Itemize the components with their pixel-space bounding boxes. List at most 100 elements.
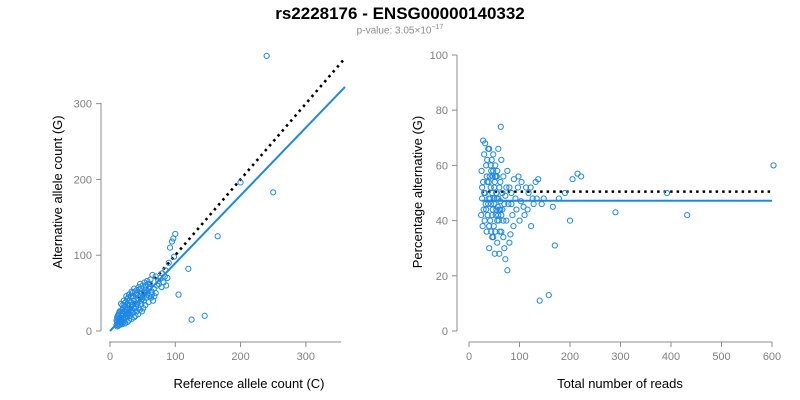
left-data-point xyxy=(148,291,155,298)
right-data-point xyxy=(485,200,492,208)
right-data-point xyxy=(492,228,499,235)
right-data-point xyxy=(538,200,545,208)
right-data-point xyxy=(574,170,581,177)
right-data-point xyxy=(507,231,514,238)
right-data-point xyxy=(487,184,494,191)
left-data-point xyxy=(165,259,172,266)
left-scatter-panel: 0 100 200 300 0 100 200 300 Reference allele co… xyxy=(50,52,346,391)
right-x-tick-label: 100 xyxy=(510,351,528,363)
right-data-point xyxy=(520,203,527,210)
left-x-tick-label: 200 xyxy=(231,351,249,363)
right-data-point xyxy=(501,200,508,208)
right-data-point xyxy=(493,206,500,213)
right-data-point xyxy=(488,228,495,235)
left-data-point xyxy=(168,238,176,245)
left-y-axis-label: Alternative allele count (G) xyxy=(50,115,65,268)
right-data-point xyxy=(509,211,516,219)
right-data-point xyxy=(483,173,490,180)
right-data-point xyxy=(496,250,503,257)
right-x-tick-label: 500 xyxy=(712,351,730,363)
right-data-point xyxy=(503,184,510,191)
left-x-axis-label: Reference allele count (C) xyxy=(173,376,324,391)
right-data-point xyxy=(515,173,522,180)
right-points xyxy=(478,123,777,304)
right-data-point xyxy=(532,178,539,186)
right-data-point xyxy=(578,173,585,180)
left-data-point xyxy=(113,317,120,324)
p-value-subtitle: p-value: 3.05×10−17 xyxy=(0,24,800,36)
right-data-point xyxy=(510,223,517,230)
left-points xyxy=(113,52,277,330)
right-data-point xyxy=(498,211,505,219)
right-data-point xyxy=(493,195,500,202)
left-data-point xyxy=(135,305,142,312)
right-data-point xyxy=(551,242,558,249)
left-data-point xyxy=(263,52,270,59)
right-data-point xyxy=(561,189,569,197)
right-data-point xyxy=(536,297,543,304)
right-y-tick-label: 20 xyxy=(436,271,448,283)
right-data-point xyxy=(527,184,534,191)
right-data-point xyxy=(484,211,491,219)
right-data-point xyxy=(484,156,491,163)
right-data-point xyxy=(506,184,513,191)
right-data-point xyxy=(514,184,522,191)
right-data-point xyxy=(490,151,497,158)
left-data-point xyxy=(116,308,123,315)
right-data-point xyxy=(487,217,494,224)
right-x-tick-label: 600 xyxy=(763,351,781,363)
right-data-point xyxy=(663,189,671,197)
left-x-tick-label: 300 xyxy=(297,351,315,363)
left-data-point xyxy=(170,235,177,242)
right-data-point xyxy=(496,206,503,213)
left-y-tick-label: 300 xyxy=(74,99,92,111)
right-data-point xyxy=(522,184,530,191)
left-ticks: 0 100 200 300 0 100 200 300 xyxy=(74,99,315,363)
right-data-point xyxy=(517,198,525,205)
left-data-point xyxy=(214,233,221,240)
left-data-point xyxy=(175,291,182,298)
right-data-point xyxy=(612,209,619,216)
right-data-point xyxy=(504,167,511,175)
right-lines xyxy=(481,190,772,202)
left-data-point xyxy=(114,314,121,321)
right-data-point xyxy=(518,178,525,186)
right-data-point xyxy=(545,292,552,299)
left-data-point xyxy=(161,273,168,280)
chart-title: rs2228176 - ENSG00000140332 xyxy=(275,4,525,23)
p-value-text: p-value: 3.05×10 xyxy=(356,25,432,37)
left-data-point xyxy=(201,312,208,319)
right-data-point xyxy=(493,173,500,180)
right-data-point xyxy=(483,206,490,213)
left-data-point xyxy=(188,316,195,323)
right-data-point xyxy=(500,217,507,224)
right-data-point xyxy=(508,189,515,197)
right-data-point xyxy=(478,167,485,175)
right-data-point xyxy=(478,211,485,219)
right-data-point xyxy=(501,245,508,252)
right-data-point xyxy=(533,195,540,202)
left-data-point xyxy=(147,276,154,283)
right-data-point xyxy=(497,123,504,130)
right-x-tick-label: 0 xyxy=(466,351,472,363)
right-x-tick-label: 400 xyxy=(662,351,680,363)
right-data-point xyxy=(510,176,518,183)
right-data-point xyxy=(490,234,497,241)
left-data-point xyxy=(138,296,146,303)
right-data-point xyxy=(481,189,488,197)
right-data-point xyxy=(529,195,536,202)
right-data-point xyxy=(494,239,501,246)
right-data-point xyxy=(491,184,498,191)
right-data-point xyxy=(490,223,497,230)
left-data-point xyxy=(166,244,174,251)
right-data-point xyxy=(494,217,501,224)
right-data-point xyxy=(497,178,504,186)
right-data-point xyxy=(489,189,496,197)
right-data-point xyxy=(498,228,505,235)
right-data-point xyxy=(489,211,496,219)
right-data-point xyxy=(516,217,523,224)
left-y-tick-label: 0 xyxy=(86,326,92,338)
left-data-point xyxy=(185,265,192,272)
right-data-point xyxy=(505,200,512,208)
